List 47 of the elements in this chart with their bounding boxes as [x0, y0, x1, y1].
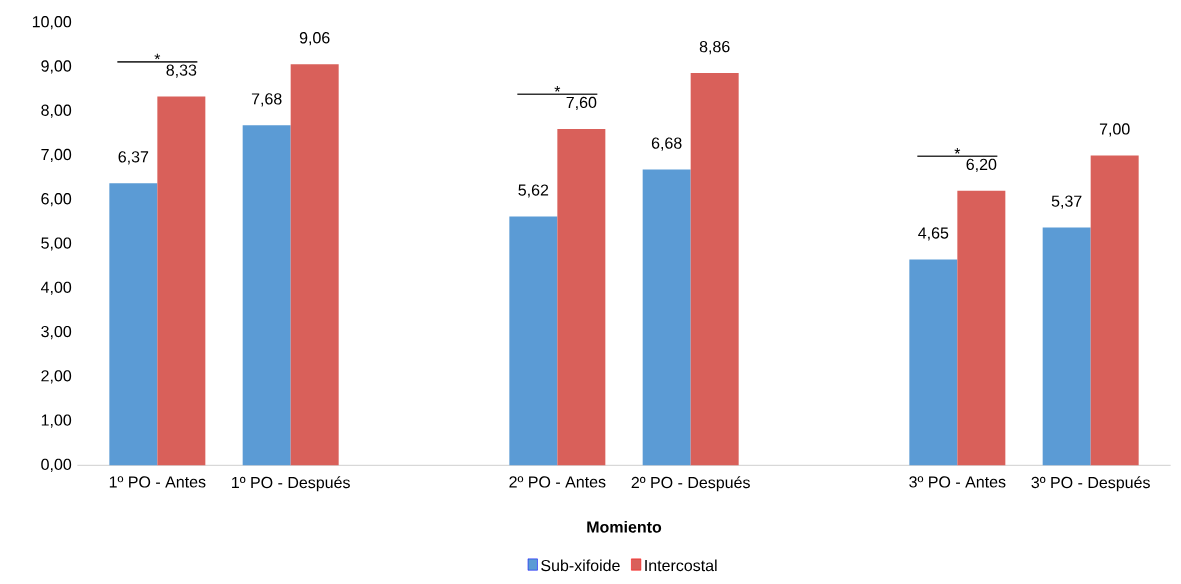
y-tick-label: 5,00 — [41, 237, 72, 251]
bar — [690, 73, 739, 466]
data-label: 5,62 — [518, 184, 549, 198]
data-label: 7,00 — [1099, 123, 1130, 137]
x-axis-title: Momiento — [587, 520, 662, 533]
bar — [109, 183, 158, 466]
bar — [509, 216, 558, 466]
data-label: 8,33 — [166, 64, 197, 78]
y-tick-label: 9,00 — [41, 60, 72, 74]
data-label: 4,65 — [918, 227, 949, 241]
annotation: * — [954, 148, 961, 154]
y-tick-label: 4,00 — [40, 281, 72, 295]
y-tick-label: 1,00 — [41, 414, 72, 428]
legend-label: Intercostal — [645, 559, 717, 572]
y-tick-label: 3,00 — [41, 325, 72, 340]
data-label: 9,06 — [299, 32, 330, 46]
legend-label: Sub-xifoide — [541, 559, 620, 572]
bar — [1090, 155, 1139, 466]
y-tick-label: 7,00 — [41, 148, 72, 163]
x-tick-label: 2º PO - Antes — [509, 476, 606, 488]
data-label: 8,86 — [699, 40, 730, 55]
x-tick-label: 3º PO - Después — [1031, 476, 1150, 492]
bar — [242, 125, 291, 466]
bar — [557, 128, 606, 466]
bar — [957, 190, 1006, 466]
bar — [290, 64, 339, 466]
y-tick-label: 0,00 — [41, 458, 72, 472]
y-tick-label: 8,00 — [41, 104, 72, 118]
data-label: 7,60 — [566, 96, 597, 110]
data-label: 6,68 — [651, 137, 682, 151]
bar — [1042, 227, 1091, 466]
data-label: 6,37 — [118, 151, 149, 165]
y-tick-label: 6,00 — [41, 193, 72, 207]
data-label: 7,68 — [251, 93, 282, 107]
y-tick-label: 2,00 — [41, 370, 72, 384]
x-tick-label: 2º PO - Después — [631, 476, 750, 492]
bar — [909, 259, 958, 466]
x-tick-label: 1º PO - Antes — [109, 476, 206, 488]
x-tick-label: 3º PO - Antes — [909, 476, 1006, 488]
bar — [157, 96, 206, 466]
annotation: * — [554, 86, 561, 92]
annotation: * — [154, 53, 161, 60]
y-tick-label: 10,00 — [32, 16, 72, 30]
bar — [642, 169, 691, 466]
data-label: 6,20 — [966, 158, 997, 172]
x-tick-label: 1º PO - Después — [232, 476, 350, 492]
data-label: 5,37 — [1051, 195, 1082, 209]
